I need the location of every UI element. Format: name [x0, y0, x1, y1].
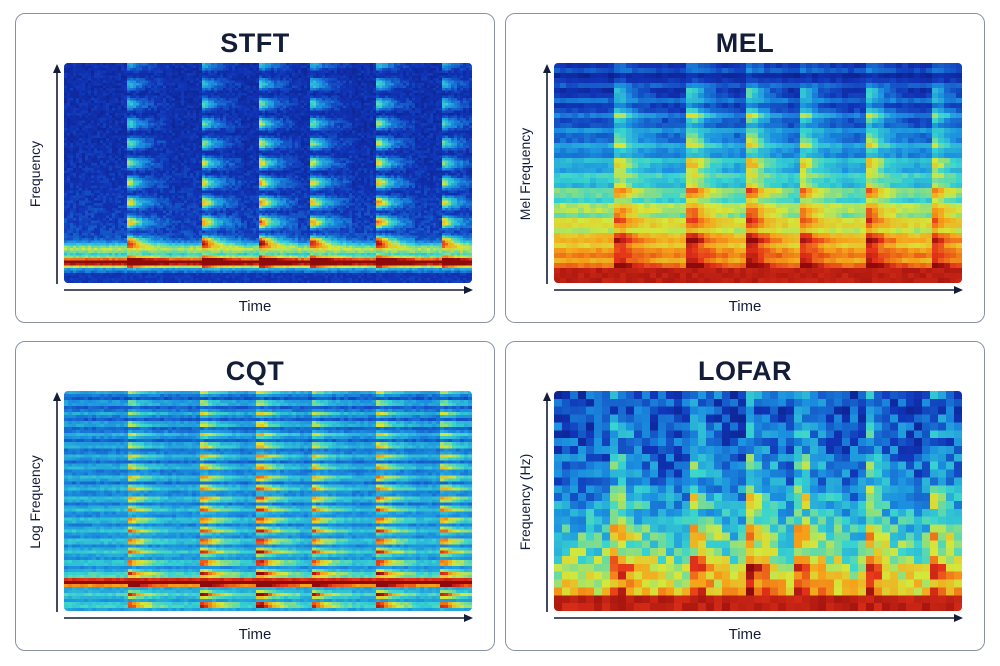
lofar-heatmap — [554, 391, 962, 611]
x-axis-label: Time — [506, 626, 984, 643]
cqt-heatmap — [64, 391, 472, 611]
x-axis-arrow — [64, 286, 473, 294]
lofar-panel: LOFAR Frequency (Hz) Time — [505, 341, 985, 651]
panel-title: STFT — [16, 28, 494, 59]
stft-panel: STFT Frequency Time — [15, 13, 495, 323]
x-axis-label: Time — [16, 626, 494, 643]
x-axis-label: Time — [16, 298, 494, 315]
x-axis-arrow — [554, 614, 963, 622]
y-axis-label: Frequency (Hz) — [517, 454, 533, 550]
mel-panel: MEL Mel Frequency Time — [505, 13, 985, 323]
y-axis-label: Log Frequency — [27, 455, 43, 548]
stft-spectrogram — [64, 63, 472, 283]
y-axis-arrow — [543, 64, 551, 284]
cqt-panel: CQT Log Frequency Time — [15, 341, 495, 651]
y-axis-arrow — [53, 392, 61, 612]
lofar-spectrogram — [554, 391, 962, 611]
panel-title: MEL — [506, 28, 984, 59]
mel-spectrogram — [554, 63, 962, 283]
panel-title: LOFAR — [506, 356, 984, 387]
mel-heatmap — [554, 63, 962, 283]
x-axis-arrow — [64, 614, 473, 622]
y-axis-arrow — [53, 64, 61, 284]
x-axis-label: Time — [506, 298, 984, 315]
panel-title: CQT — [16, 356, 494, 387]
x-axis-arrow — [554, 286, 963, 294]
y-axis-arrow — [543, 392, 551, 612]
cqt-spectrogram — [64, 391, 472, 611]
y-axis-label: Frequency — [27, 141, 43, 207]
stft-heatmap — [64, 63, 472, 283]
y-axis-label: Mel Frequency — [517, 128, 533, 221]
